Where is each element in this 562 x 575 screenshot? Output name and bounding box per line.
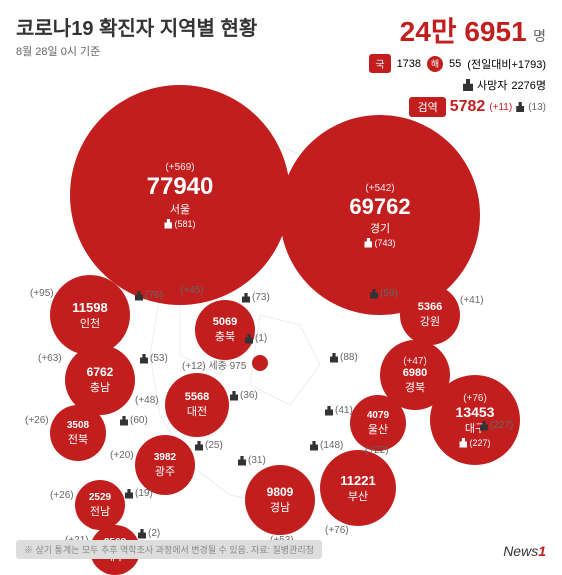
region-bubble: 11598인천 (50, 275, 130, 355)
region-bubble: 3508전북 (50, 405, 106, 461)
map-label: (41) (325, 405, 353, 416)
map-label: (148) (310, 440, 343, 451)
region-bubble: 5568대전 (165, 373, 229, 437)
map-label: (+95) (30, 288, 54, 299)
person-icon (463, 79, 473, 91)
sejong-label: (+12) 세종 975 (182, 357, 246, 372)
region-bubble: 11221부산 (320, 450, 396, 526)
map-label: (53) (140, 353, 168, 364)
map-label: (19) (125, 488, 153, 499)
domestic-badge: 국 (369, 54, 390, 73)
map-label: (73) (242, 292, 270, 303)
map-label: (25) (195, 440, 223, 451)
death-count: 2276명 (511, 77, 546, 93)
map-label: (88) (330, 352, 358, 363)
map-label: (76) (135, 290, 163, 301)
map-label: (+63) (38, 353, 62, 364)
daily-change: (전일대비+1793) (467, 56, 546, 72)
map-label: (+48) (135, 395, 159, 406)
map-label: (59) (370, 288, 398, 299)
region-bubble: 9809경남 (245, 465, 315, 535)
region-bubble (252, 355, 268, 371)
map-label: (+22) (365, 445, 389, 456)
region-bubble: 2529전남 (75, 480, 125, 530)
death-label: 사망자 (477, 77, 507, 93)
overseas-count: 55 (449, 58, 461, 70)
map-label: (227) (480, 420, 513, 431)
map-label: (2) (138, 528, 160, 539)
map-label: (+76) (325, 525, 349, 536)
total-count: 24만 6951 (400, 16, 527, 47)
total-unit: 명 (533, 28, 546, 44)
news1-logo: News1 (503, 543, 546, 559)
map-label: (36) (230, 390, 258, 401)
region-bubble: 5366강원 (400, 285, 460, 345)
overseas-badge: 해 (427, 56, 443, 72)
footnote: ※ 상기 통계는 모두 추후 역학조사 과정에서 변경될 수 있음. 자료: 질… (16, 540, 322, 559)
domestic-count: 1738 (397, 58, 421, 70)
map-label: (+41) (460, 295, 484, 306)
map-label: (+20) (110, 450, 134, 461)
map-label: (1) (245, 333, 267, 344)
region-bubble: (+542)69762경기(743) (280, 115, 480, 315)
region-bubble: (+569)77940서울(581) (70, 85, 290, 305)
map-label: (+26) (50, 490, 74, 501)
region-bubble: 5069충북 (195, 300, 255, 360)
map-label: (+26) (25, 415, 49, 426)
map-container: (+569)77940서울(581)(+542)69762경기(743)1159… (20, 95, 540, 515)
map-label: (31) (238, 455, 266, 466)
map-label: (60) (120, 415, 148, 426)
map-label: (+45) (180, 285, 204, 296)
region-bubble: 3982광주 (135, 435, 195, 495)
